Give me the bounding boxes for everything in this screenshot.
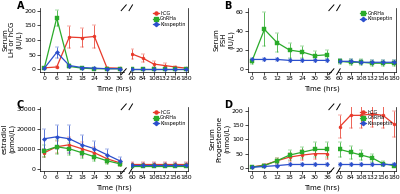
Text: Time (hrs): Time (hrs) bbox=[96, 85, 132, 92]
Legend: hCG, GnRHa, Kisspeptin: hCG, GnRHa, Kisspeptin bbox=[360, 109, 394, 127]
Text: Time (hrs): Time (hrs) bbox=[96, 184, 132, 191]
Text: B: B bbox=[224, 1, 232, 11]
Text: Time (hrs): Time (hrs) bbox=[304, 85, 340, 92]
Y-axis label: Serum
estradiol
(pmol/L): Serum estradiol (pmol/L) bbox=[0, 124, 15, 154]
Text: D: D bbox=[224, 100, 232, 110]
Text: A: A bbox=[16, 1, 24, 11]
Text: Time (hrs): Time (hrs) bbox=[304, 184, 340, 191]
Text: C: C bbox=[16, 100, 24, 110]
Y-axis label: Serum
Progesterone
(nmol/L): Serum Progesterone (nmol/L) bbox=[210, 116, 230, 162]
Legend: hCG, GnRHa, Kisspeptin: hCG, GnRHa, Kisspeptin bbox=[152, 10, 186, 28]
Y-axis label: Serum
LH or hCG
(IU/L): Serum LH or hCG (IU/L) bbox=[2, 22, 23, 57]
Legend: hCG, GnRHa, Kisspeptin: hCG, GnRHa, Kisspeptin bbox=[152, 109, 186, 127]
Legend: GnRHa, Kisspeptin: GnRHa, Kisspeptin bbox=[360, 10, 394, 22]
Y-axis label: Serum
FSH
(IU/L): Serum FSH (IU/L) bbox=[214, 28, 234, 51]
